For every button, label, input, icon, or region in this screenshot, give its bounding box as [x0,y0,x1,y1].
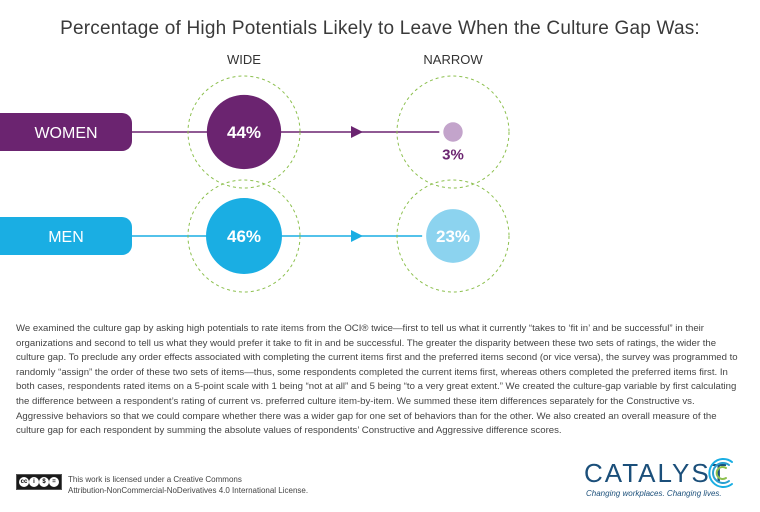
logo-wordmark: CATALYST [584,458,729,488]
outline-circle-men-narrow [396,179,510,293]
arrow-icon-men [351,230,363,242]
bubble-women-wide [206,94,282,170]
license-line-1: This work is licensed under a Creative C… [68,475,242,484]
bubble-men-wide [206,198,282,274]
catalyst-swirl-icon [708,458,733,488]
catalyst-logo: CATALYST Changing workplaces. Changing l… [584,456,744,500]
chart-title: Percentage of High Potentials Likely to … [60,18,700,39]
row-label-women: WOMEN [34,125,97,142]
data-label-women-wide: 44% [227,123,261,142]
arrow-icon-women [351,126,363,138]
chart: WIDE NARROW WOMEN 44% 3% MEN 46% 23% [0,52,510,293]
creative-commons-icon[interactable]: cc i $ = [16,474,62,490]
row-label-tab-women [0,113,132,151]
data-label-men-wide: 46% [227,227,261,246]
methodology-text: We examined the culture gap by asking hi… [16,323,738,437]
outline-circle-men-wide [187,179,301,293]
row-label-tab-men [0,217,132,255]
logo-tagline: Changing workplaces. Changing lives. [586,489,722,498]
column-header-narrow: NARROW [423,52,483,67]
outline-circle-women-narrow [396,75,510,189]
row-label-men: MEN [48,229,84,246]
bubble-women-narrow [443,122,463,142]
data-label-men-narrow: 23% [436,227,470,246]
data-label-women-narrow: 3% [442,147,464,164]
license-line-2: Attribution-NonCommercial-NoDerivatives … [68,486,309,495]
column-header-wide: WIDE [227,52,261,67]
license-notice: cc i $ = This work is licensed under a Crea… [16,474,308,496]
bubble-men-narrow [426,209,480,263]
outline-circle-women-wide [187,75,301,189]
